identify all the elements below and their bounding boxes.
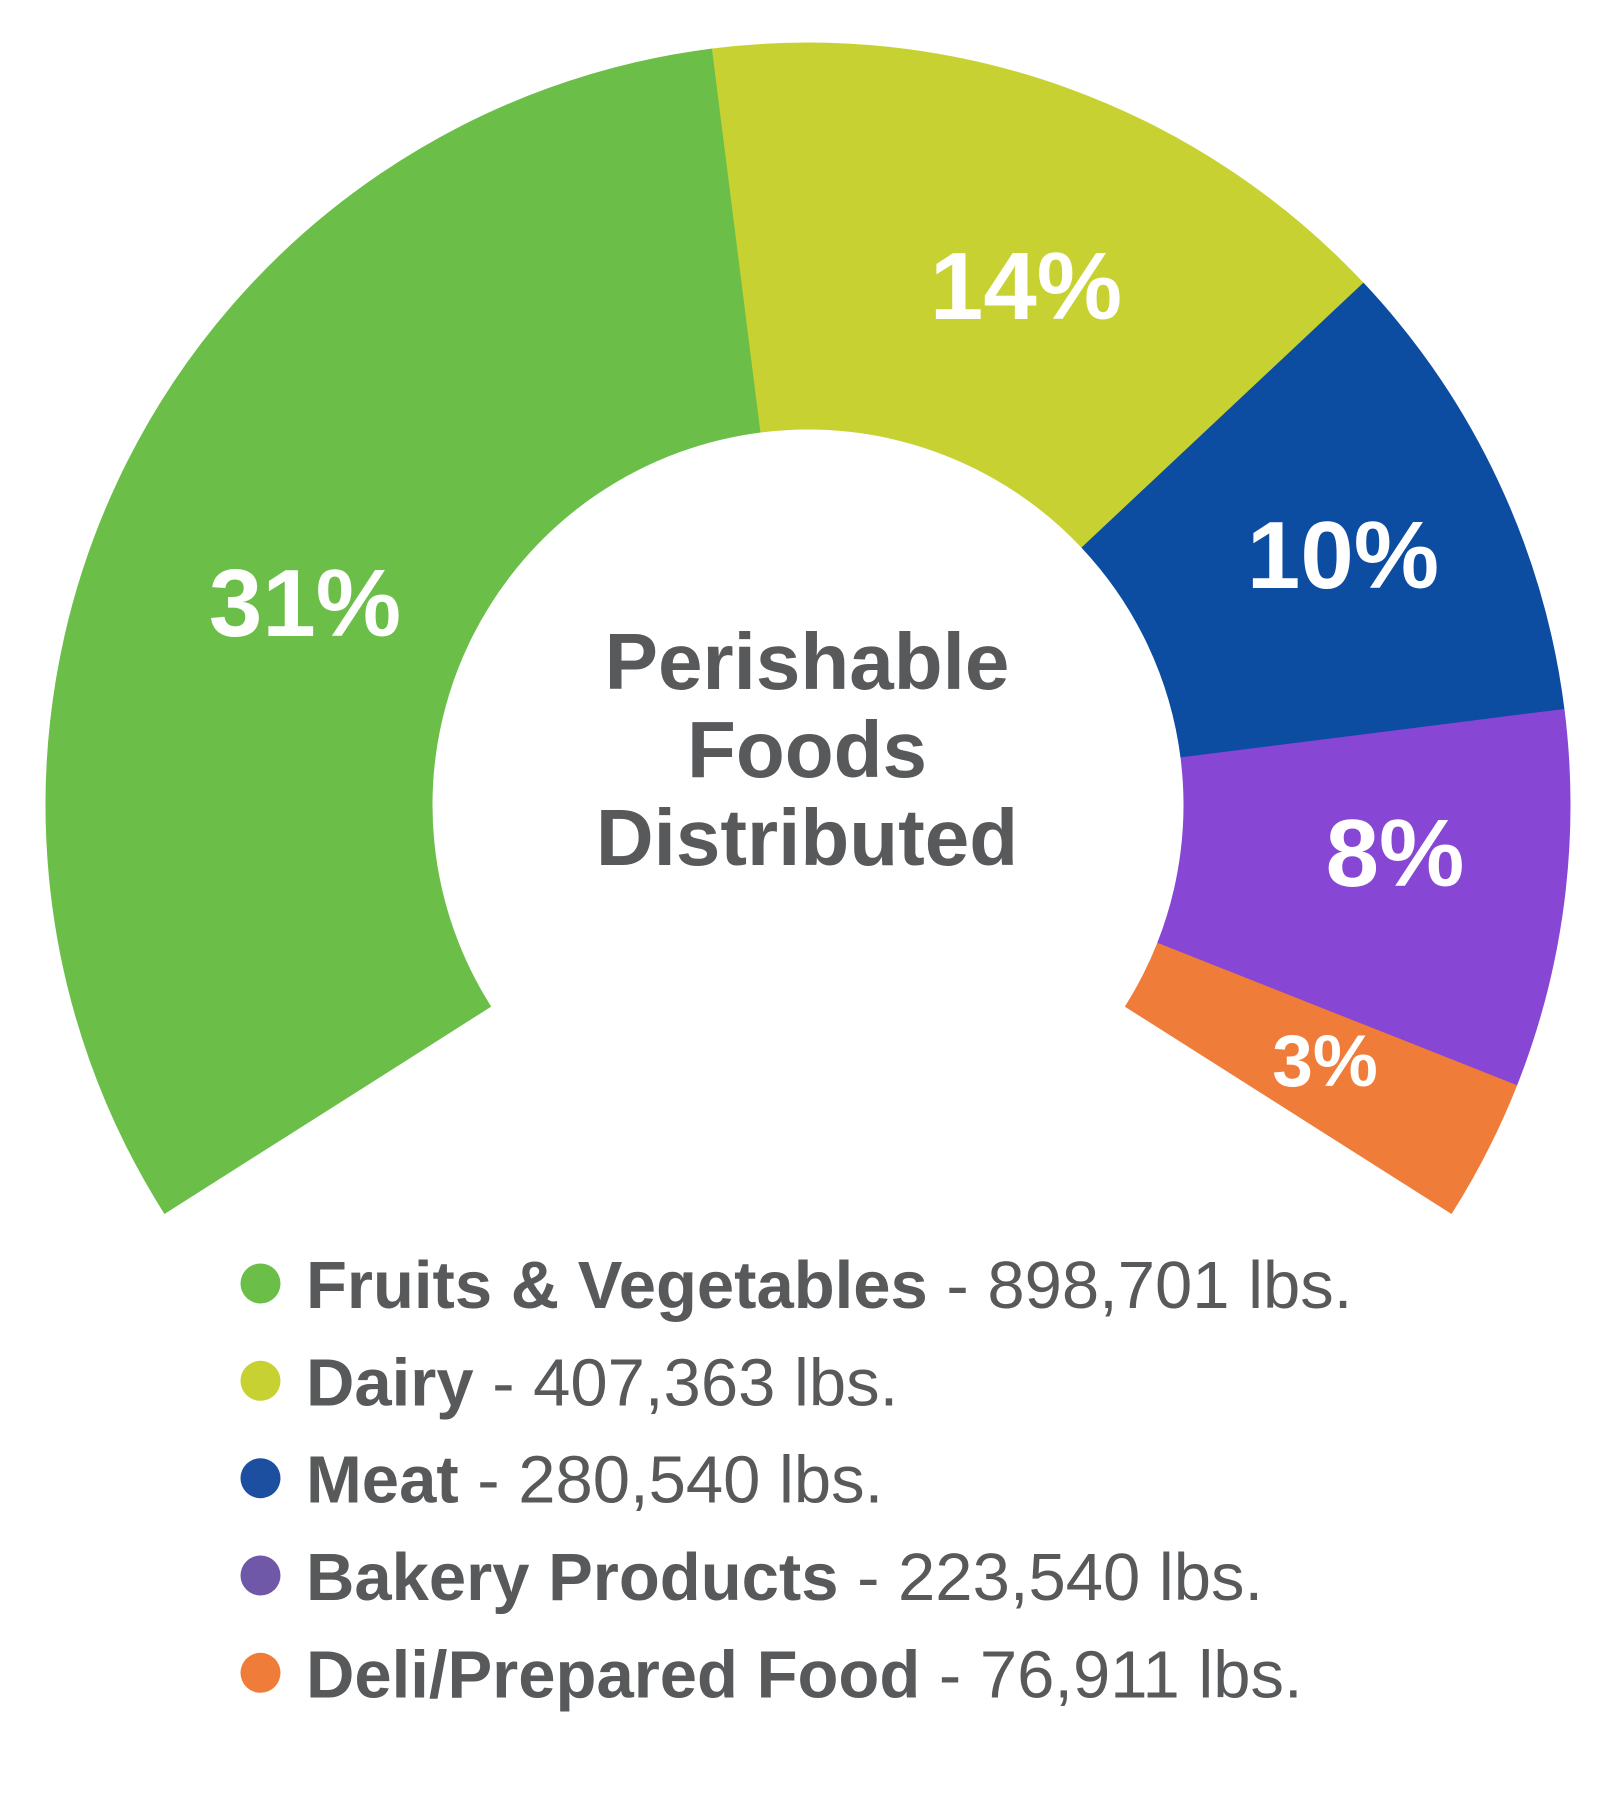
svg-text:Fruits & Vegetables - 898,701: Fruits & Vegetables - 898,701 lbs.	[306, 1248, 1352, 1323]
svg-text:31%: 31%	[209, 550, 401, 657]
svg-text:Dairy - 407,363 lbs.: Dairy - 407,363 lbs.	[306, 1345, 898, 1420]
svg-text:3%: 3%	[1272, 1021, 1378, 1102]
svg-text:Perishable: Perishable	[605, 617, 1010, 706]
svg-text:Deli/Prepared Food - 76,911 lb: Deli/Prepared Food - 76,911 lbs.	[306, 1637, 1303, 1712]
svg-text:10%: 10%	[1247, 502, 1439, 609]
svg-text:8%: 8%	[1326, 800, 1465, 907]
svg-text:Distributed: Distributed	[596, 793, 1018, 882]
svg-text:Meat - 280,540 lbs.: Meat - 280,540 lbs.	[306, 1443, 883, 1518]
svg-text:14%: 14%	[930, 233, 1122, 340]
svg-text:Foods: Foods	[687, 705, 927, 794]
svg-text:Bakery Products - 223,540 lbs.: Bakery Products - 223,540 lbs.	[306, 1540, 1263, 1615]
